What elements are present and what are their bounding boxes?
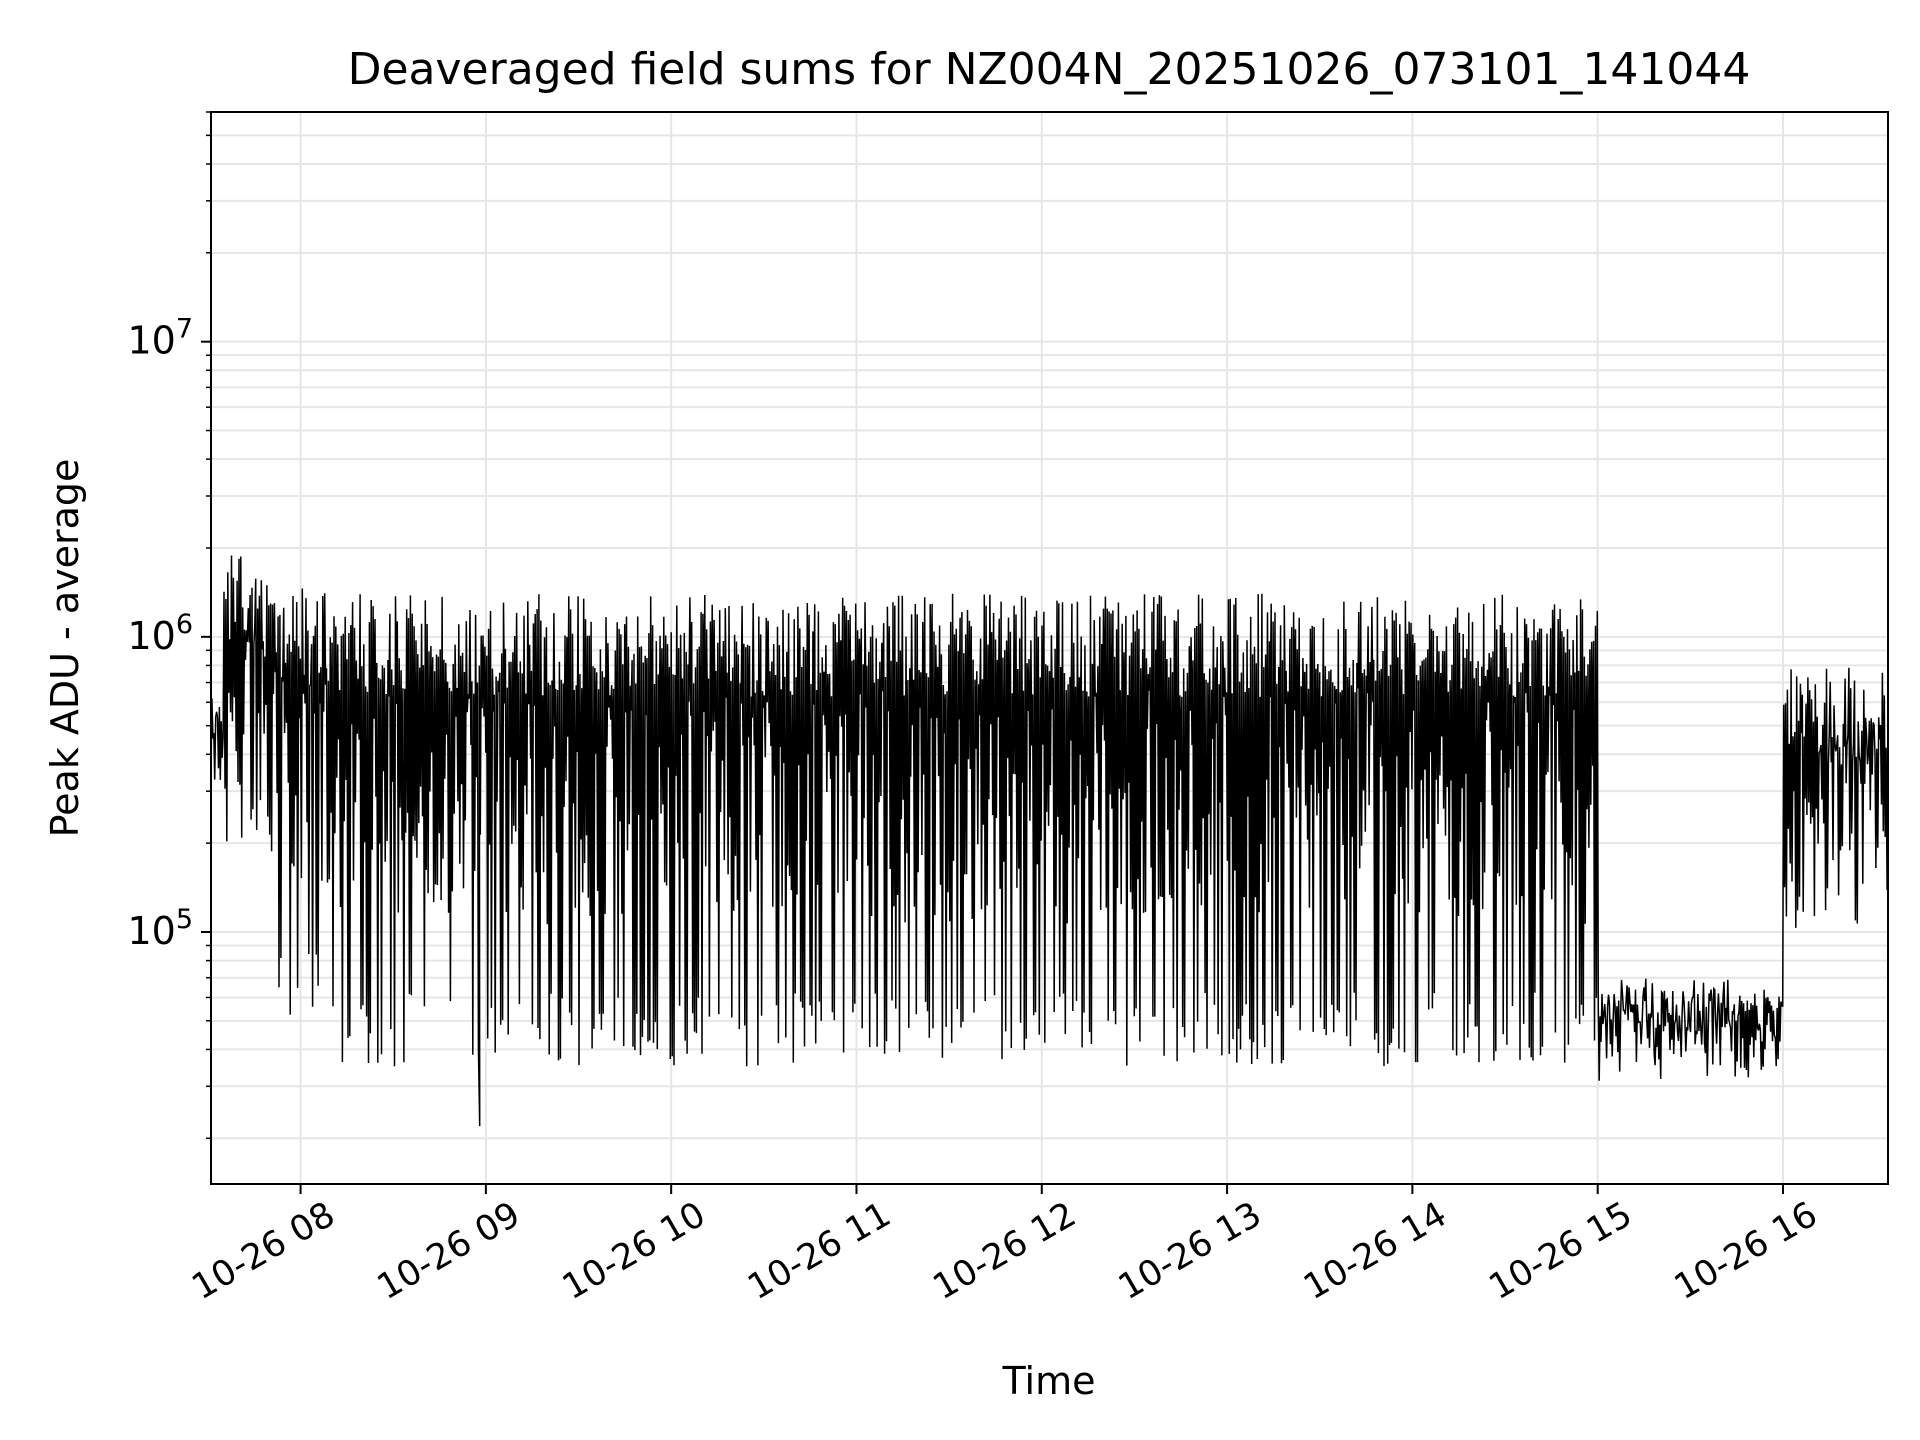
- x-tick-label: 10-26 09: [371, 1195, 527, 1308]
- x-tick-label: 10-26 10: [556, 1195, 712, 1308]
- x-tick-label: 10-26 15: [1483, 1195, 1639, 1308]
- plot-area-frame: [210, 111, 1889, 1185]
- x-tick-label: 10-26 11: [741, 1195, 897, 1308]
- x-axis-label: Time: [1002, 1359, 1096, 1403]
- y-tick-label: 107: [127, 314, 193, 363]
- x-tick-label: 10-26 12: [927, 1195, 1083, 1308]
- x-tick-label: 10-26 13: [1112, 1195, 1268, 1308]
- x-tick-label: 10-26 16: [1668, 1195, 1824, 1308]
- x-tick-label: 10-26 14: [1297, 1195, 1453, 1308]
- x-tick-label: 10-26 08: [185, 1195, 341, 1308]
- y-axis-label: Peak ADU - average: [43, 459, 87, 838]
- series-line: [210, 252, 1889, 1127]
- y-tick-label: 105: [127, 904, 193, 953]
- series-polyline: [210, 252, 1889, 1127]
- chart-title: Deaveraged field sums for NZ004N_2025102…: [348, 44, 1751, 95]
- y-tick-label: 106: [127, 609, 193, 658]
